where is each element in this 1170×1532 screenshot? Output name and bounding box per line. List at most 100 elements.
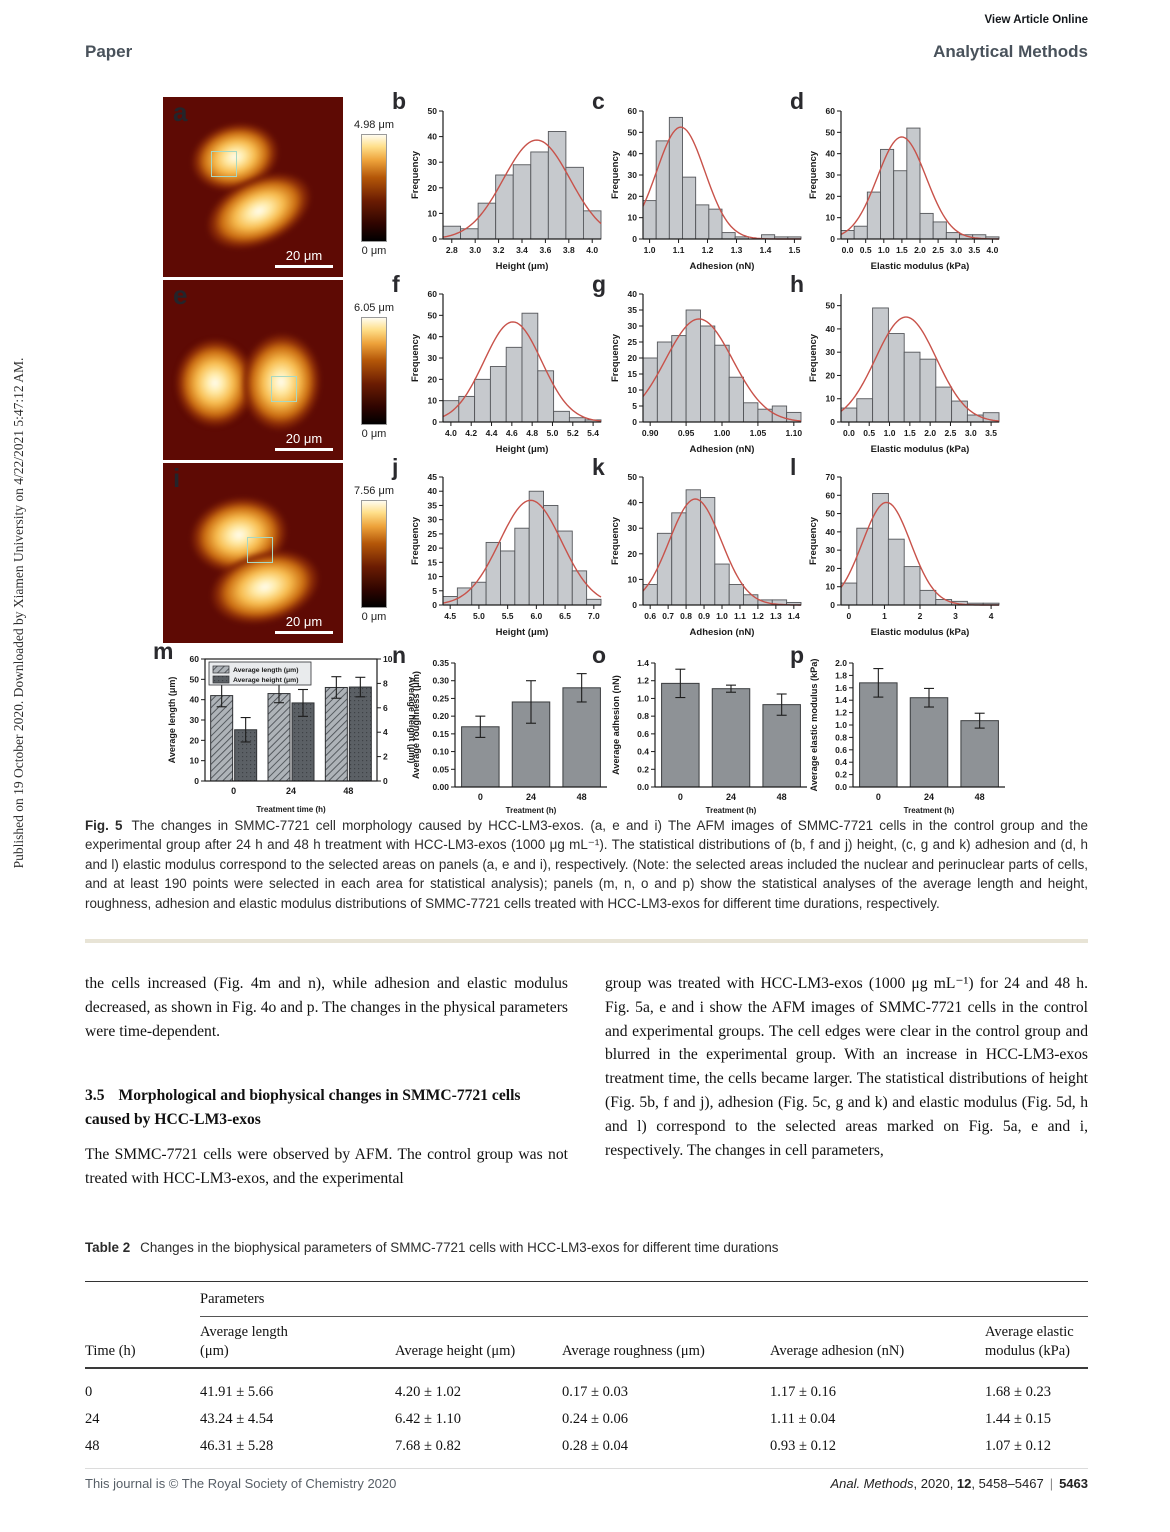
footer-page-number: 5463 bbox=[1059, 1476, 1088, 1491]
svg-text:Elastic modulus (kPa): Elastic modulus (kPa) bbox=[871, 444, 970, 455]
svg-text:60: 60 bbox=[428, 289, 438, 299]
figure-caption-label: Fig. 5 bbox=[85, 818, 123, 833]
table-2: Table 2 Changes in the biophysical parame… bbox=[85, 1240, 1088, 1460]
table-group-header: Parameters bbox=[200, 1291, 1088, 1317]
svg-text:10: 10 bbox=[628, 574, 638, 584]
panel-letter: i bbox=[173, 463, 181, 493]
colorbar-min-label: 0 μm bbox=[361, 611, 387, 623]
svg-text:4.0: 4.0 bbox=[987, 245, 999, 255]
footer-rule bbox=[85, 1468, 1088, 1469]
svg-text:3.0: 3.0 bbox=[469, 245, 481, 255]
table-cell: 41.91 ± 5.66 bbox=[200, 1384, 274, 1400]
svg-text:Frequency: Frequency bbox=[410, 150, 421, 199]
selected-area-square bbox=[271, 376, 297, 402]
selected-area-square bbox=[247, 537, 273, 563]
panel-p-modulus-bars: p 0 24 48 0.0 0.2 0.4 0.6 0.8 1.0 1.2 1.4 1.6 1.8 2.0… bbox=[790, 642, 1015, 817]
svg-text:20: 20 bbox=[628, 549, 638, 559]
svg-text:35: 35 bbox=[628, 305, 638, 315]
footer-journal-name: Anal. Methods bbox=[830, 1476, 914, 1491]
afm-panel-a: a 20 μm 4.98 μm 0 μm bbox=[163, 97, 425, 278]
svg-text:48: 48 bbox=[975, 792, 985, 802]
table-row: 24 43.24 ± 4.54 6.42 ± 1.10 0.24 ± 0.06 1.11… bbox=[85, 1406, 1088, 1433]
table-cell: 0 bbox=[85, 1384, 93, 1400]
svg-text:6: 6 bbox=[383, 703, 388, 713]
svg-text:30: 30 bbox=[428, 157, 438, 167]
table-title: Table 2 Changes in the biophysical parame… bbox=[85, 1240, 1088, 1255]
panel-c-adhesion-histogram: c 0 10 20 30 40 50 60 1.0 1.1 1.2 1.3 1.4 1.5 Adhesio… bbox=[592, 88, 809, 275]
svg-text:Average length (μm): Average length (μm) bbox=[233, 667, 298, 674]
panel-letter: b bbox=[392, 88, 407, 114]
svg-text:Frequency: Frequency bbox=[610, 333, 621, 382]
histogram-chart: 0 5 10 15 20 25 30 35 40 0.90 0.95 1.00 1.05 1.10 Adhe… bbox=[607, 280, 809, 458]
svg-text:10: 10 bbox=[628, 213, 638, 223]
svg-text:1.6: 1.6 bbox=[835, 683, 847, 693]
svg-text:50: 50 bbox=[190, 674, 200, 684]
svg-text:1.05: 1.05 bbox=[750, 428, 767, 438]
table-cell: 0.24 ± 0.06 bbox=[562, 1411, 628, 1427]
svg-text:20: 20 bbox=[190, 735, 200, 745]
svg-text:Frequency: Frequency bbox=[808, 150, 819, 199]
panel-k-adhesion-histogram: k 0 10 20 30 40 50 0.6 0.7 0.8 0.9 1.0 1.1 1.2 1.3 1.4… bbox=[592, 454, 809, 641]
svg-text:0.05: 0.05 bbox=[432, 764, 449, 774]
svg-text:Treatment (h): Treatment (h) bbox=[506, 806, 557, 815]
figure-caption-text: The changes in SMMC-7721 cell morphology… bbox=[85, 818, 1089, 911]
svg-text:5: 5 bbox=[632, 401, 637, 411]
svg-text:2.5: 2.5 bbox=[945, 428, 957, 438]
svg-text:0.2: 0.2 bbox=[637, 764, 649, 774]
dual-axis-bar-chart: 0 24 48 0 10 20 30 40 50 60 0 2 4 6 8 10 Treatment time … bbox=[165, 647, 415, 817]
svg-text:30: 30 bbox=[628, 523, 638, 533]
svg-text:4: 4 bbox=[989, 611, 994, 621]
colorbar: 7.56 μm 0 μm bbox=[341, 485, 407, 623]
svg-text:0: 0 bbox=[830, 417, 835, 427]
view-article-online-link[interactable]: View Article Online bbox=[984, 14, 1088, 26]
svg-text:0.6: 0.6 bbox=[637, 729, 649, 739]
table-column-header: Average elastic modulus (kPa) bbox=[985, 1324, 1074, 1359]
svg-text:1.0: 1.0 bbox=[637, 693, 649, 703]
svg-text:10: 10 bbox=[428, 572, 438, 582]
svg-text:4.6: 4.6 bbox=[506, 428, 518, 438]
svg-text:Treatment (h): Treatment (h) bbox=[706, 806, 757, 815]
svg-text:20: 20 bbox=[628, 191, 638, 201]
svg-text:24: 24 bbox=[286, 786, 296, 796]
svg-text:2.8: 2.8 bbox=[446, 245, 458, 255]
panel-letter: l bbox=[790, 454, 797, 480]
table-cell: 1.68 ± 0.23 bbox=[985, 1384, 1051, 1400]
svg-text:30: 30 bbox=[428, 353, 438, 363]
panel-b-height-histogram: b 0 10 20 30 40 50 2.8 3.0 3.2 3.4 3.6 3.8 4.0 Height… bbox=[392, 88, 609, 275]
svg-text:0.8: 0.8 bbox=[680, 611, 692, 621]
svg-text:6.5: 6.5 bbox=[559, 611, 571, 621]
svg-text:0.5: 0.5 bbox=[863, 428, 875, 438]
colorbar: 4.98 μm 0 μm bbox=[341, 119, 407, 257]
colorbar: 6.05 μm 0 μm bbox=[341, 302, 407, 440]
svg-text:1.4: 1.4 bbox=[788, 611, 800, 621]
svg-text:60: 60 bbox=[190, 654, 200, 664]
svg-text:Average roughness (μm): Average roughness (μm) bbox=[411, 671, 421, 779]
svg-text:1.4: 1.4 bbox=[637, 658, 649, 668]
table-header-row: Time (h) Average length (μm) Average height… bbox=[85, 1317, 1088, 1369]
svg-text:0.20: 0.20 bbox=[432, 711, 449, 721]
panel-letter: g bbox=[592, 271, 607, 297]
svg-text:50: 50 bbox=[826, 301, 836, 311]
body-column-right: group was treated with HCC-LM3-exos (100… bbox=[605, 972, 1088, 1162]
table-cell: 0.28 ± 0.04 bbox=[562, 1438, 628, 1454]
table-cell: 43.24 ± 4.54 bbox=[200, 1411, 274, 1427]
table-cell: 1.11 ± 0.04 bbox=[770, 1411, 836, 1427]
svg-text:5.2: 5.2 bbox=[567, 428, 579, 438]
scale-bar-label: 20 μm bbox=[285, 248, 323, 263]
afm-panel-i: i 20 μm 7.56 μm 0 μm bbox=[163, 463, 425, 644]
svg-text:30: 30 bbox=[826, 347, 836, 357]
panel-f-height-histogram: f 0 10 20 30 40 50 60 4.0 4.2 4.4 4.6 4.8 5.0 5.2 5.4 H… bbox=[392, 271, 609, 458]
svg-text:8: 8 bbox=[383, 678, 388, 688]
table-row: 48 46.31 ± 5.28 7.68 ± 0.82 0.28 ± 0.04 0.93… bbox=[85, 1433, 1088, 1460]
svg-text:1.2: 1.2 bbox=[835, 708, 847, 718]
svg-text:0.10: 0.10 bbox=[432, 747, 449, 757]
table-row: 0 41.91 ± 5.66 4.20 ± 1.02 0.17 ± 0.03 1.17 … bbox=[85, 1379, 1088, 1406]
svg-text:6.0: 6.0 bbox=[530, 611, 542, 621]
svg-text:4.2: 4.2 bbox=[465, 428, 477, 438]
panel-l-modulus-histogram: l 0 10 20 30 40 50 60 70 0 1 2 3 4 Elastic modulus (k… bbox=[790, 454, 1007, 641]
svg-text:50: 50 bbox=[628, 472, 638, 482]
svg-text:1.0: 1.0 bbox=[716, 611, 728, 621]
scale-bar: 20 μm bbox=[275, 431, 333, 451]
table-column-header: Average roughness (μm) bbox=[562, 1342, 705, 1359]
svg-text:1.3: 1.3 bbox=[770, 611, 782, 621]
